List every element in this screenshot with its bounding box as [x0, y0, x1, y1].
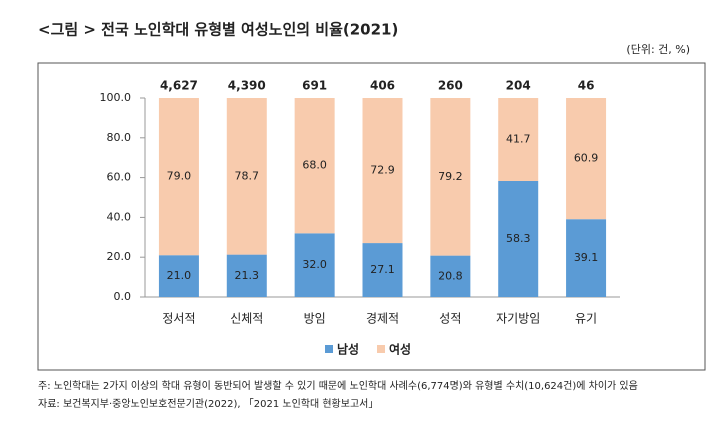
x-tick-label: 신체적	[230, 312, 263, 326]
x-tick-label: 방임	[304, 312, 326, 326]
bar-segment	[226, 98, 267, 255]
chart-frame	[37, 62, 706, 371]
data-label: 27.1	[370, 263, 395, 276]
total-label: 46	[578, 79, 595, 93]
bar-segment	[430, 98, 471, 256]
data-label: 79.0	[167, 170, 192, 183]
data-label: 39.1	[574, 251, 599, 264]
y-tick-label: 40.0	[107, 210, 132, 223]
x-tick-label: 성적	[439, 312, 461, 326]
source: 자료: 보건복지부·중앙노인보호전문기관(2022), 「2021 노인학대 현…	[38, 398, 378, 410]
total-label: 260	[438, 79, 463, 93]
unit-note: (단위: 건, %)	[626, 43, 690, 56]
data-label: 58.3	[506, 232, 531, 245]
bar-segment	[362, 243, 403, 297]
data-label: 60.9	[574, 152, 599, 165]
total-label: 406	[370, 79, 395, 93]
total-label: 4,390	[228, 79, 266, 93]
bar-segment	[158, 98, 199, 256]
bar-segment	[294, 98, 335, 234]
chart-title: <그림 > 전국 노인학대 유형별 여성노인의 비율(2021)	[38, 21, 398, 39]
data-label: 78.7	[235, 169, 260, 182]
total-label: 691	[302, 79, 327, 93]
bar-segment	[566, 219, 607, 297]
bar-segment	[430, 255, 471, 297]
y-tick-label: 80.0	[107, 131, 132, 144]
total-label: 204	[506, 79, 531, 93]
data-label: 32.0	[302, 258, 327, 271]
x-tick-label: 정서적	[162, 312, 195, 326]
total-label: 4,627	[160, 79, 198, 93]
data-label: 20.8	[438, 269, 463, 282]
bar-segment	[498, 98, 539, 181]
data-label: 79.2	[438, 170, 463, 183]
legend-label: 남성	[337, 342, 359, 357]
y-tick-label: 100.0	[100, 91, 132, 104]
data-label: 21.0	[167, 269, 192, 282]
bar-segment	[294, 233, 335, 297]
note: 주: 노인학대는 2가지 이상의 학대 유형이 동반되어 발생할 수 있기 때문…	[38, 380, 638, 392]
x-tick-label: 유기	[575, 312, 597, 326]
legend-swatch	[377, 345, 385, 353]
bar-segment	[226, 254, 267, 297]
legend-swatch	[325, 345, 333, 353]
y-tick-label: 0.0	[114, 290, 132, 303]
data-label: 72.9	[370, 164, 395, 177]
bar-segment	[566, 98, 607, 220]
y-tick-label: 20.0	[107, 250, 132, 263]
data-label: 21.3	[235, 269, 260, 282]
x-tick-label: 자기방임	[496, 312, 540, 326]
data-label: 68.0	[302, 159, 327, 172]
legend-label: 여성	[389, 342, 411, 357]
bar-segment	[362, 98, 403, 244]
y-tick-label: 60.0	[107, 171, 132, 184]
data-label: 41.7	[506, 132, 531, 145]
bar-segment	[158, 255, 199, 297]
x-tick-label: 경제적	[366, 312, 399, 326]
bar-segment	[498, 180, 539, 297]
